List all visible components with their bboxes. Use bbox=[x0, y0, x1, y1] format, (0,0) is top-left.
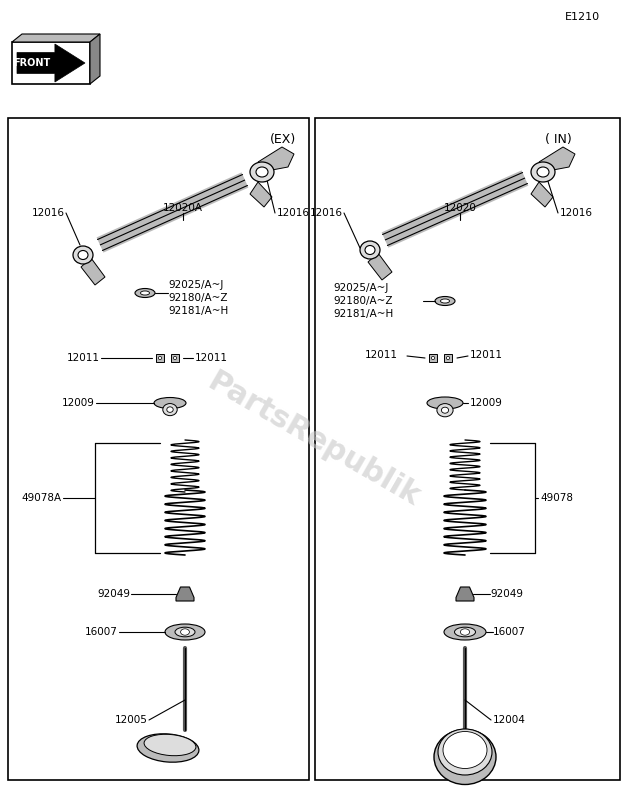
Ellipse shape bbox=[441, 299, 450, 303]
Ellipse shape bbox=[455, 627, 475, 637]
Text: 92049: 92049 bbox=[490, 589, 523, 599]
Ellipse shape bbox=[135, 289, 155, 298]
Ellipse shape bbox=[531, 162, 555, 182]
Ellipse shape bbox=[427, 397, 463, 409]
Text: 92181/A~H: 92181/A~H bbox=[333, 309, 393, 319]
Bar bbox=[171, 354, 179, 362]
Ellipse shape bbox=[250, 162, 274, 182]
Ellipse shape bbox=[360, 241, 380, 259]
Text: ( IN): ( IN) bbox=[545, 133, 572, 146]
Ellipse shape bbox=[441, 407, 448, 413]
Polygon shape bbox=[456, 587, 474, 601]
Bar bbox=[444, 354, 452, 362]
Polygon shape bbox=[368, 253, 392, 280]
Text: 12011: 12011 bbox=[195, 353, 228, 363]
Ellipse shape bbox=[167, 407, 173, 412]
Polygon shape bbox=[176, 587, 194, 601]
Ellipse shape bbox=[256, 167, 268, 177]
Polygon shape bbox=[539, 147, 575, 170]
Text: 92180/A~Z: 92180/A~Z bbox=[333, 296, 393, 306]
Ellipse shape bbox=[163, 403, 177, 416]
Polygon shape bbox=[12, 34, 100, 42]
Ellipse shape bbox=[435, 297, 455, 306]
Bar bbox=[315, 118, 620, 780]
Text: 49078: 49078 bbox=[540, 493, 573, 503]
Text: 12009: 12009 bbox=[62, 398, 95, 408]
Text: 12011: 12011 bbox=[470, 350, 503, 360]
Ellipse shape bbox=[175, 627, 195, 637]
Text: 12016: 12016 bbox=[32, 208, 65, 218]
Ellipse shape bbox=[159, 357, 162, 360]
Ellipse shape bbox=[437, 403, 453, 417]
Polygon shape bbox=[17, 44, 85, 82]
Ellipse shape bbox=[365, 246, 375, 254]
Text: 16007: 16007 bbox=[85, 627, 118, 637]
Ellipse shape bbox=[137, 734, 199, 762]
Text: E1210: E1210 bbox=[565, 12, 600, 22]
Text: 12005: 12005 bbox=[115, 715, 148, 725]
Text: 12016: 12016 bbox=[560, 208, 593, 218]
Ellipse shape bbox=[444, 624, 486, 640]
Bar bbox=[12, 42, 90, 84]
Text: 12004: 12004 bbox=[493, 715, 526, 725]
Text: 12020: 12020 bbox=[443, 203, 477, 213]
Text: (EX): (EX) bbox=[270, 133, 296, 146]
Ellipse shape bbox=[140, 291, 149, 295]
Text: 12016: 12016 bbox=[310, 208, 343, 218]
Text: 92181/A~H: 92181/A~H bbox=[168, 306, 228, 316]
Text: 12016: 12016 bbox=[277, 208, 310, 218]
Polygon shape bbox=[81, 258, 105, 285]
Ellipse shape bbox=[438, 729, 492, 775]
Text: PartsRepublik: PartsRepublik bbox=[203, 367, 425, 513]
Text: 12011: 12011 bbox=[67, 353, 100, 363]
Ellipse shape bbox=[537, 167, 549, 177]
Text: 92049: 92049 bbox=[97, 589, 130, 599]
Ellipse shape bbox=[443, 731, 487, 769]
Bar bbox=[156, 354, 164, 362]
Ellipse shape bbox=[434, 730, 496, 785]
Polygon shape bbox=[531, 182, 553, 207]
Text: 49078A: 49078A bbox=[22, 493, 62, 503]
Ellipse shape bbox=[174, 357, 177, 360]
Ellipse shape bbox=[460, 629, 470, 635]
Text: 12011: 12011 bbox=[365, 350, 398, 360]
Ellipse shape bbox=[73, 246, 93, 264]
Ellipse shape bbox=[181, 629, 189, 635]
Polygon shape bbox=[258, 147, 294, 170]
Text: 92025/A~J: 92025/A~J bbox=[168, 280, 223, 290]
Ellipse shape bbox=[431, 357, 435, 360]
Text: FRONT: FRONT bbox=[13, 58, 50, 68]
Text: 12009: 12009 bbox=[470, 398, 503, 408]
Text: 92025/A~J: 92025/A~J bbox=[333, 283, 388, 293]
Bar bbox=[429, 354, 437, 362]
Ellipse shape bbox=[154, 398, 186, 409]
Polygon shape bbox=[90, 34, 100, 84]
Text: 16007: 16007 bbox=[493, 627, 526, 637]
Ellipse shape bbox=[446, 357, 450, 360]
Text: 12020A: 12020A bbox=[163, 203, 203, 213]
Polygon shape bbox=[250, 182, 272, 207]
Text: 92180/A~Z: 92180/A~Z bbox=[168, 293, 228, 303]
Ellipse shape bbox=[165, 624, 205, 640]
Bar bbox=[8, 118, 309, 780]
Ellipse shape bbox=[78, 250, 88, 259]
Ellipse shape bbox=[144, 734, 196, 756]
